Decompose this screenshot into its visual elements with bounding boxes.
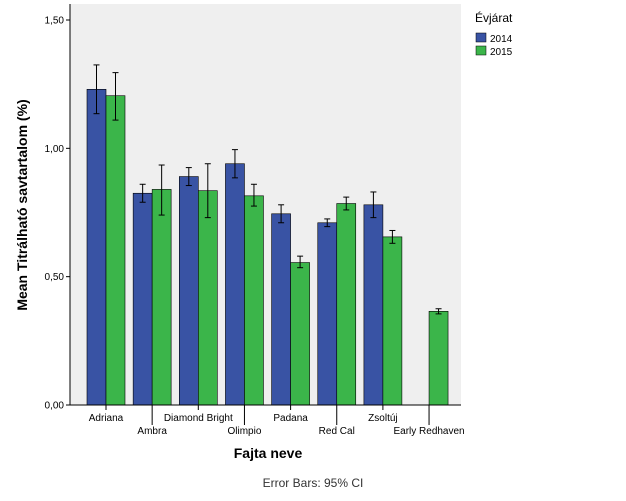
bar-2015-padana (290, 262, 310, 406)
y-tick-label: 0,50 (45, 272, 65, 283)
x-tick-label: Adriana (89, 413, 124, 424)
x-axis-title: Fajta neve (234, 445, 303, 461)
error-bar-2014-zsolt-j (370, 191, 377, 219)
error-bar-2015-adriana (112, 72, 119, 121)
bar-2015-early-redhaven (428, 311, 449, 406)
error-bar-2015-zsolt-j (389, 229, 396, 244)
x-tick-label: Zsoltúj (368, 413, 397, 424)
error-bar-2015-early-redhaven (435, 308, 442, 315)
error-bar-2014-ambra (139, 183, 146, 203)
legend: Évjárat 2014 2015 (475, 10, 513, 58)
x-tick-label: Diamond Bright (164, 413, 233, 424)
error-bar-2014-padana (278, 204, 285, 224)
legend-swatch-2014 (475, 32, 487, 43)
y-tick-label: 1,50 (45, 16, 65, 27)
x-tick-label: Ambra (137, 426, 167, 437)
error-bar-2015-padana (297, 255, 304, 269)
bar-2014-zsolt-j (363, 204, 384, 406)
legend-title: Évjárat (475, 10, 513, 25)
error-bar-2015-olimpio (250, 183, 257, 207)
legend-label-2015: 2015 (490, 47, 513, 58)
bar-2015-adriana (105, 95, 126, 406)
error-bar-2015-ambra (158, 164, 165, 216)
bar-2014-red-cal (317, 222, 338, 406)
axes-layer: 0,00 0,50 1,00 1,50 Adriana Ambra Diamond Brig… (45, 4, 465, 437)
error-bar-2014-red-cal (324, 218, 331, 228)
x-tick-label: Padana (273, 413, 308, 424)
bar-2015-olimpio (244, 195, 264, 406)
bar-2014-olimpio (225, 163, 245, 406)
x-tick-label: Olimpio (227, 426, 261, 437)
bar-2014-padana (271, 213, 291, 406)
error-bar-2015-diamond-bright (204, 163, 211, 219)
bar-2014-adriana (86, 89, 107, 406)
error-bar-2015-red-cal (343, 196, 350, 211)
bar-2015-diamond-bright (198, 190, 218, 406)
bars-layer (86, 64, 449, 406)
x-tick-label: Red Cal (319, 426, 355, 437)
bar-2015-zsolt-j (382, 236, 403, 406)
x-tick-label: Early Redhaven (393, 426, 464, 437)
error-bar-2014-adriana (93, 64, 100, 115)
bar-2015-ambra (151, 189, 172, 406)
y-axis-title: Mean Titrálható savtartalom (%) (14, 99, 30, 310)
bar-2014-ambra (132, 192, 153, 406)
error-bar-2014-olimpio (231, 149, 238, 179)
legend-label-2014: 2014 (490, 34, 513, 45)
error-bar-2014-diamond-bright (185, 167, 192, 187)
y-tick-label: 0,00 (45, 401, 65, 412)
plot-area (70, 4, 461, 405)
error-bars-note: Error Bars: 95% CI (263, 476, 364, 490)
bar-2015-red-cal (336, 203, 357, 406)
legend-swatch-2015 (475, 45, 487, 56)
bar-2014-diamond-bright (179, 176, 199, 406)
y-tick-label: 1,00 (45, 144, 65, 155)
